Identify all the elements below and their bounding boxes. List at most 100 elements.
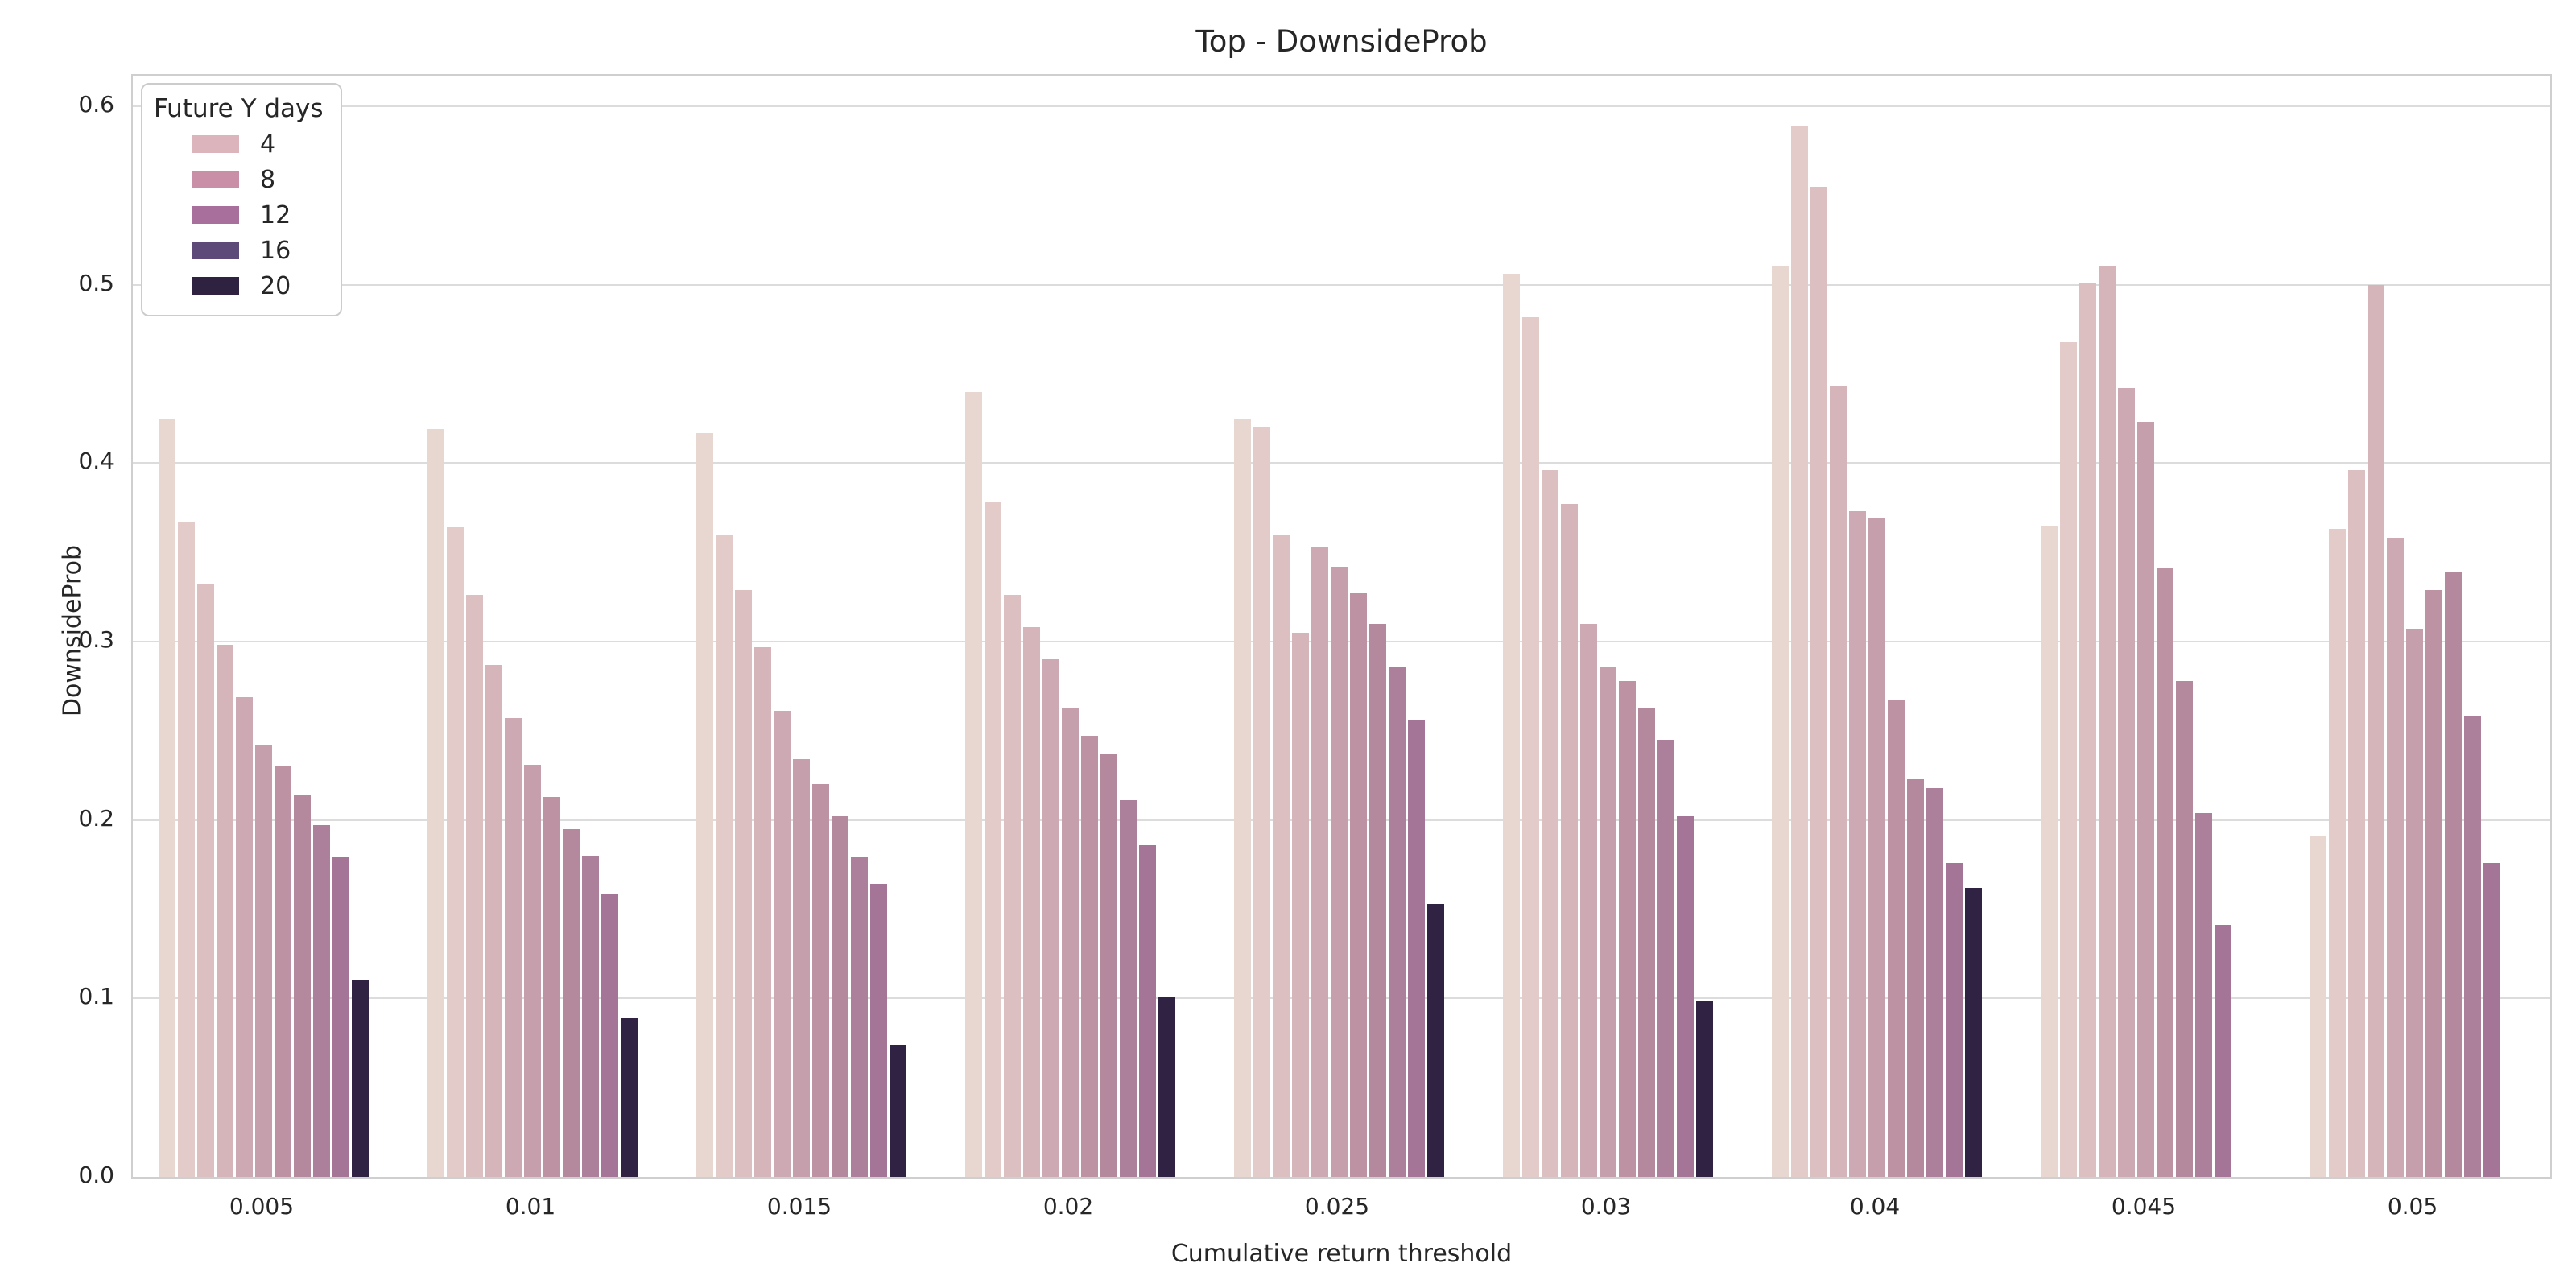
bar-days5-x0.025 [1253,427,1270,1177]
bar-days10-x0.04 [1887,700,1905,1177]
gridline [133,462,2550,464]
legend-items: 4 8 12 16 20 [142,126,341,303]
bar-days9-x0.03 [1599,667,1616,1177]
bar-days20-x0.03 [1695,1001,1713,1177]
bar-days13-x0.05 [2483,863,2500,1177]
bar-days7-x0.05 [2367,285,2384,1177]
bar-days9-x0.045 [2136,422,2154,1177]
bar-days6-x0.045 [2079,283,2096,1177]
bar-days13-x0.04 [1945,863,1963,1177]
bar-days9-x0.05 [2405,629,2423,1177]
bar-days13-x0.045 [2214,925,2231,1177]
bar-days20-x0.02 [1158,997,1175,1177]
bar-days10-x0.05 [2425,590,2442,1177]
bar-days13-x0.01 [601,894,618,1177]
bar-days9-x0.01 [523,765,541,1177]
x-tick-label: 0.045 [2111,1193,2177,1220]
x-tick-label: 0.04 [1849,1193,1901,1220]
bar-days4-x0.05 [2309,836,2326,1177]
bar-days5-x0.03 [1521,317,1539,1177]
bar-days13-x0.02 [1138,845,1156,1177]
y-tick-label: 0.6 [78,91,114,118]
bar-days5-x0.04 [1790,126,1808,1177]
bar-days5-x0.005 [177,522,195,1177]
legend-item: 20 [142,268,341,303]
bar-days9-x0.02 [1061,708,1079,1177]
bar-days6-x0.05 [2347,470,2365,1177]
bar-days20-x0.005 [351,980,369,1177]
bar-days6-x0.01 [465,595,483,1177]
legend-swatch [192,135,239,153]
bar-days20-x0.01 [620,1018,638,1177]
legend-item: 12 [142,197,341,233]
bar-days6-x0.03 [1541,470,1558,1177]
y-axis-label: DownsideProb [58,544,87,717]
legend-item-label: 4 [260,130,276,159]
bar-days8-x0.04 [1848,511,1866,1177]
bar-days7-x0.015 [753,647,771,1177]
bar-days10-x0.015 [811,784,829,1177]
bar-days20-x0.025 [1426,904,1444,1177]
bar-days7-x0.025 [1291,633,1309,1177]
bar-days8-x0.005 [235,697,253,1177]
legend: Future Y days 4 8 12 16 20 [141,83,342,316]
bar-days7-x0.005 [216,645,233,1177]
bar-days4-x0.045 [2040,526,2058,1177]
x-tick-label: 0.01 [505,1193,556,1220]
y-tick-label: 0.1 [78,983,114,1010]
bar-days12-x0.05 [2463,716,2481,1177]
bar-days10-x0.025 [1349,593,1367,1177]
chart-title: Top - DownsideProb [1195,24,1488,59]
plot-area [131,74,2552,1179]
bar-days20-x0.015 [889,1045,906,1177]
bar-days6-x0.04 [1810,187,1827,1177]
y-tick-label: 0.4 [78,448,114,475]
bar-days8-x0.02 [1042,659,1059,1177]
bar-days20-x0.04 [1964,888,1982,1177]
bar-days11-x0.02 [1100,754,1117,1177]
bar-days12-x0.02 [1119,800,1137,1177]
bar-days4-x0.04 [1771,266,1789,1177]
bar-days8-x0.03 [1579,624,1597,1177]
bar-days13-x0.005 [332,857,349,1177]
bar-days4-x0.03 [1502,274,1520,1177]
bar-days10-x0.03 [1618,681,1636,1177]
bar-days11-x0.03 [1637,708,1655,1177]
bar-days7-x0.045 [2098,266,2116,1177]
bar-days10-x0.005 [274,766,291,1177]
bar-days12-x0.005 [312,825,330,1177]
bar-days13-x0.015 [869,884,887,1177]
y-tick-label: 0.0 [78,1162,114,1188]
bar-days9-x0.025 [1330,567,1348,1177]
x-tick-label: 0.025 [1304,1193,1370,1220]
y-tick-label: 0.3 [78,626,114,653]
x-axis-label: Cumulative return threshold [1170,1240,1513,1268]
bar-days13-x0.025 [1407,720,1425,1177]
bar-days4-x0.025 [1233,419,1251,1177]
bar-days11-x0.05 [2444,572,2462,1177]
bar-days8-x0.045 [2117,388,2135,1177]
bar-days7-x0.03 [1560,504,1578,1177]
bar-days6-x0.025 [1272,535,1290,1177]
bar-days6-x0.015 [734,590,752,1177]
bar-days5-x0.015 [715,535,733,1177]
y-tick-label: 0.2 [78,804,114,832]
bar-days10-x0.01 [543,797,560,1177]
bar-days8-x0.025 [1311,547,1328,1177]
bar-days12-x0.025 [1388,667,1406,1177]
bar-days6-x0.02 [1003,595,1021,1177]
legend-swatch [192,171,239,188]
gridline [133,105,2550,107]
bar-days9-x0.015 [792,759,810,1177]
bar-days9-x0.005 [254,745,272,1177]
gridline [133,283,2550,286]
bar-days4-x0.01 [427,429,444,1177]
bar-days7-x0.01 [485,665,502,1177]
bar-days11-x0.015 [831,816,848,1177]
legend-swatch [192,277,239,295]
bar-days5-x0.02 [984,502,1001,1177]
bar-days4-x0.005 [158,419,175,1177]
bar-days11-x0.025 [1368,624,1386,1177]
bar-days4-x0.015 [696,433,713,1177]
x-tick-label: 0.05 [2387,1193,2438,1220]
